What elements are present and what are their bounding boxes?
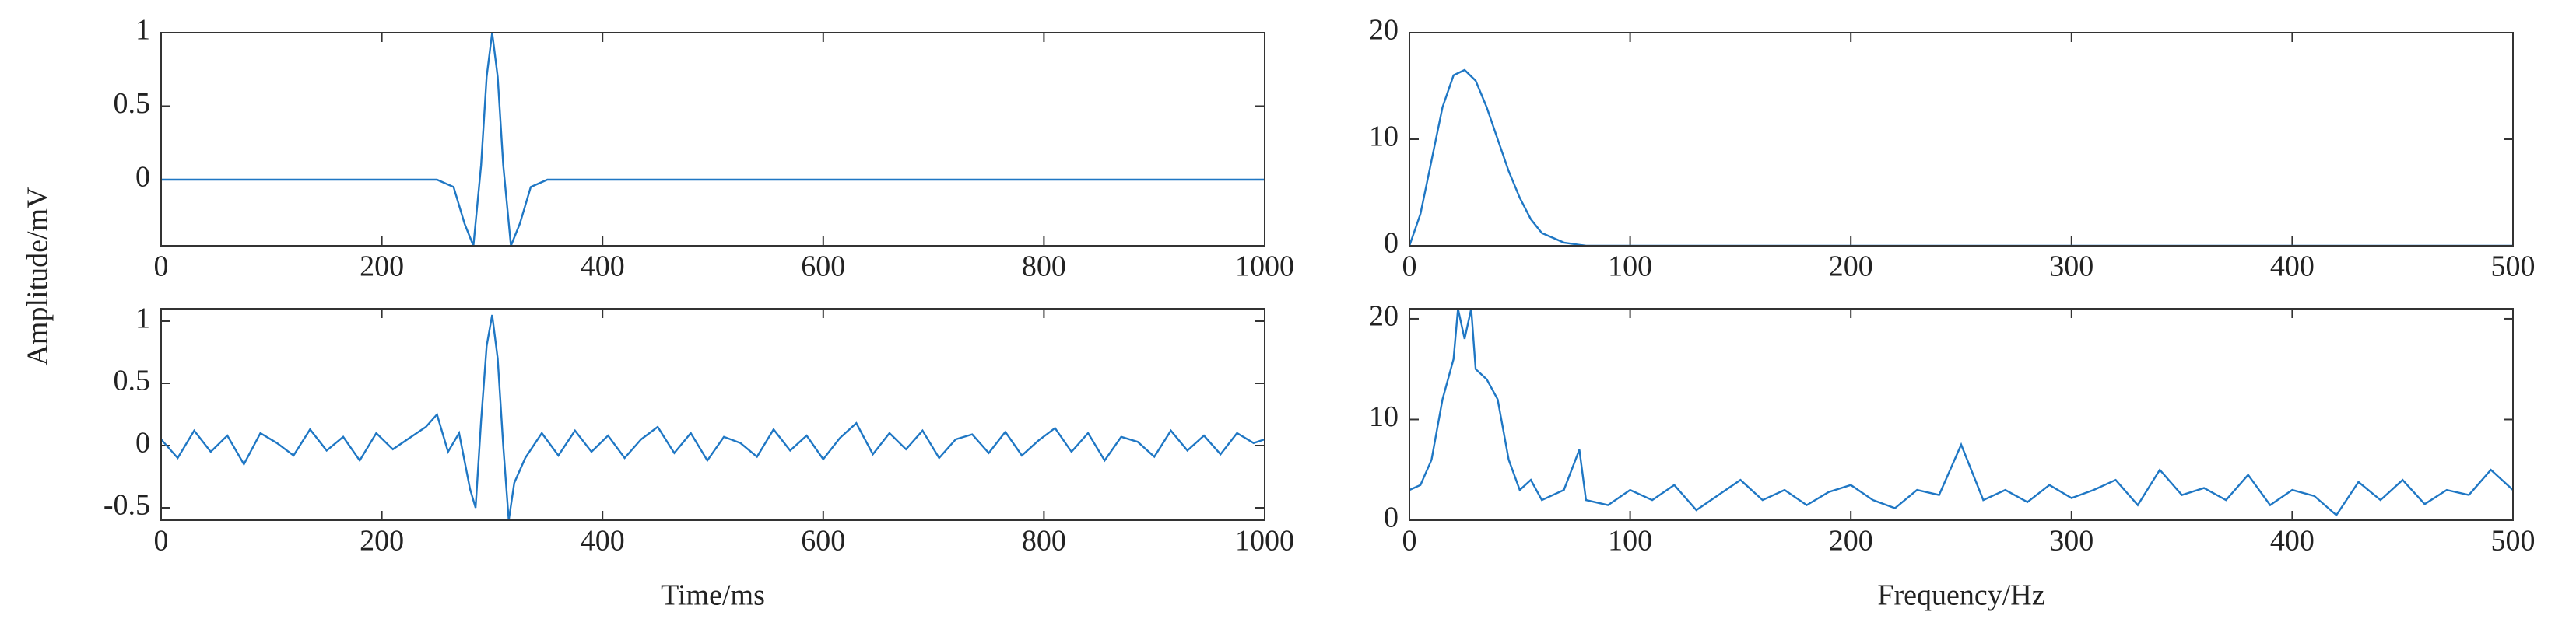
x-tick-label: 600 [801,250,845,283]
y-tick-label: 1 [135,14,150,47]
axes-frame [160,32,1265,247]
x-tick-label: 400 [2270,250,2315,283]
x-tick-label: 0 [1402,525,1417,558]
signal-line [1408,68,2513,247]
x-tick-label: 800 [1022,525,1066,558]
y-tick-label: 0 [1384,227,1399,260]
x-tick-label: 0 [1402,250,1417,283]
y-tick-label: 0.5 [114,87,151,120]
x-tick-label: 200 [1829,250,1873,283]
axes-frame [1409,32,2514,247]
y-tick-label: 10 [1369,400,1399,433]
x-tick-label: 400 [2270,525,2315,558]
y-tick-label: 20 [1369,300,1399,333]
x-tick-label: 500 [2491,250,2536,283]
signal-line [160,314,1265,521]
x-tick-label: 1000 [1235,250,1294,283]
x-tick-label: 0 [154,525,169,558]
x-tick-label: 1000 [1235,525,1294,558]
x-tick-label: 200 [360,250,404,283]
y-tick-label: 0.5 [114,365,151,397]
x-tick-label: 100 [1608,525,1652,558]
x-tick-label: 100 [1608,250,1652,283]
x-tick-label: 600 [801,525,845,558]
x-tick-label: 500 [2491,525,2536,558]
axes-frame [160,308,1265,521]
y-tick-label: 10 [1369,121,1399,153]
axes-frame [1409,308,2514,521]
y-tick-label: 0 [1384,502,1399,534]
y-tick-label: 1 [135,303,150,335]
x-tick-label: 400 [581,250,625,283]
y-tick-label: 0 [135,427,150,460]
x-axis-label: Frequency/Hz [1877,579,2044,612]
signal-line [1409,308,2514,517]
y-tick-label: 20 [1369,14,1399,47]
x-tick-label: 800 [1022,250,1066,283]
x-axis-label: Time/ms [661,579,765,612]
y-tick-label: -0.5 [104,489,150,522]
x-tick-label: 300 [2049,250,2093,283]
x-tick-label: 200 [1829,525,1873,558]
y-tick-label: 0 [135,161,150,194]
x-tick-label: 200 [360,525,404,558]
x-tick-label: 0 [154,250,169,283]
x-tick-label: 400 [581,525,625,558]
signal-line [161,32,1265,247]
y-axis-label: Amplitude/mV [22,187,54,366]
x-tick-label: 300 [2049,525,2093,558]
